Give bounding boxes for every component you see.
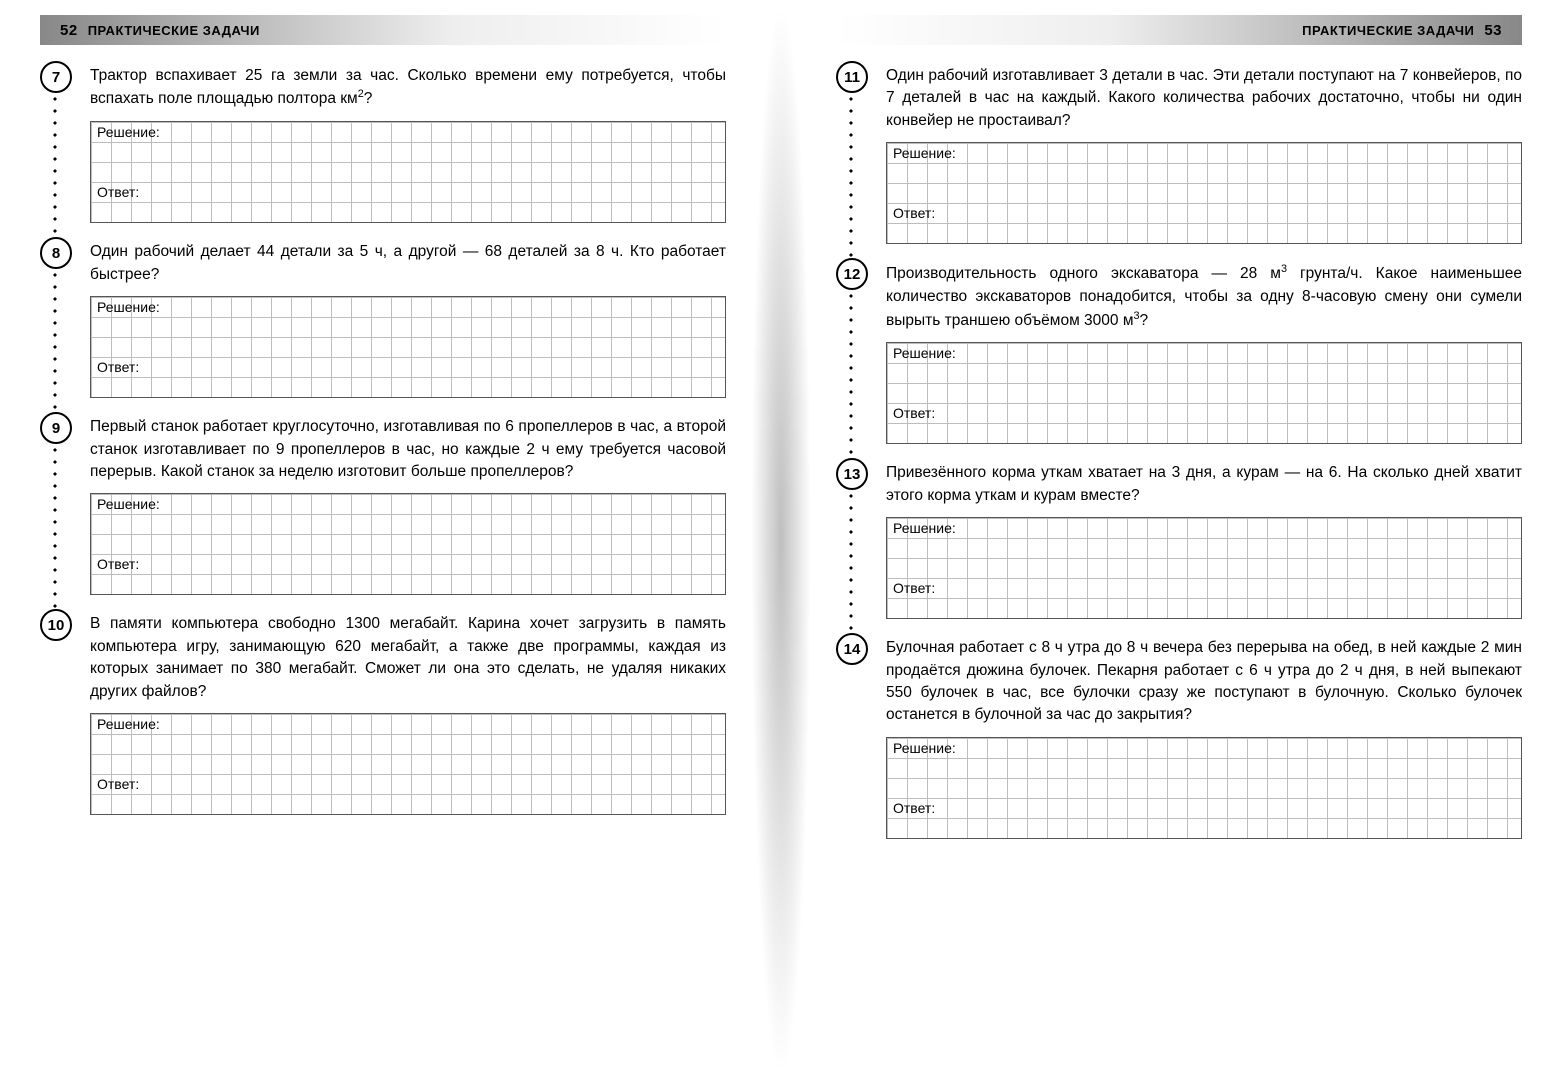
answer-grid[interactable]: Решение: Ответ: [90, 121, 726, 223]
grid-background [91, 494, 725, 594]
problem-text: Один рабочий делает 44 детали за 5 ч, а … [90, 241, 726, 286]
grid-background [887, 343, 1521, 443]
answer-label: Ответ: [893, 205, 935, 221]
answer-grid[interactable]: Решение: Ответ: [886, 737, 1522, 839]
header-right: ПРАКТИЧЕСКИЕ ЗАДАЧИ 53 [836, 15, 1522, 45]
answer-label: Ответ: [893, 580, 935, 596]
problems-right: 11Один рабочий изготавливает 3 детали в … [836, 65, 1522, 839]
problem-12: 12Производительность одного экскаватора … [836, 262, 1522, 444]
page-number-left: 52 [60, 22, 78, 39]
solution-label: Решение: [97, 716, 160, 732]
problem-text: Производительность одного экскаватора — … [886, 262, 1522, 332]
answer-grid[interactable]: Решение: Ответ: [90, 296, 726, 398]
problem-text: Привезённого корма уткам хватает на 3 дн… [886, 462, 1522, 507]
problem-text: Один рабочий изготавливает 3 детали в ча… [886, 65, 1522, 132]
problems-left: 7Трактор вспахивает 25 га земли за час. … [40, 65, 726, 815]
header-title-right: ПРАКТИЧЕСКИЕ ЗАДАЧИ [1302, 23, 1474, 38]
answer-grid[interactable]: Решение: Ответ: [90, 493, 726, 595]
solution-label: Решение: [97, 124, 160, 140]
problem-14: 14Булочная работает с 8 ч утра до 8 ч ве… [836, 637, 1522, 839]
dotted-connector [53, 269, 57, 416]
grid-background [91, 122, 725, 222]
answer-label: Ответ: [97, 184, 139, 200]
answer-label: Ответ: [97, 359, 139, 375]
answer-label: Ответ: [893, 800, 935, 816]
answer-label: Ответ: [97, 776, 139, 792]
answer-grid[interactable]: Решение: Ответ: [90, 713, 726, 815]
answer-grid[interactable]: Решение: Ответ: [886, 517, 1522, 619]
dotted-connector [53, 444, 57, 613]
problem-number-badge: 9 [40, 412, 72, 444]
dotted-connector [849, 290, 853, 462]
answer-grid[interactable]: Решение: Ответ: [886, 142, 1522, 244]
solution-label: Решение: [97, 496, 160, 512]
solution-label: Решение: [97, 299, 160, 315]
problem-8: 8Один рабочий делает 44 детали за 5 ч, а… [40, 241, 726, 398]
grid-background [91, 297, 725, 397]
solution-label: Решение: [893, 740, 956, 756]
problem-10: 10В памяти компьютера свободно 1300 мега… [40, 613, 726, 815]
problem-text: В памяти компьютера свободно 1300 мегаба… [90, 613, 726, 703]
problem-text: Булочная работает с 8 ч утра до 8 ч вече… [886, 637, 1522, 727]
answer-label: Ответ: [97, 556, 139, 572]
grid-background [887, 738, 1521, 838]
header-title-left: ПРАКТИЧЕСКИЕ ЗАДАЧИ [88, 23, 260, 38]
problem-number-badge: 14 [836, 633, 868, 665]
solution-label: Решение: [893, 520, 956, 536]
problem-number-badge: 11 [836, 61, 868, 93]
header-left: 52 ПРАКТИЧЕСКИЕ ЗАДАЧИ [40, 15, 726, 45]
solution-label: Решение: [893, 345, 956, 361]
problem-text: Трактор вспахивает 25 га земли за час. С… [90, 65, 726, 111]
grid-background [887, 143, 1521, 243]
page-left: 52 ПРАКТИЧЕСКИЕ ЗАДАЧИ 7Трактор вспахива… [0, 0, 781, 1080]
problem-number-badge: 12 [836, 258, 868, 290]
problem-9: 9Первый станок работает круглосуточно, и… [40, 416, 726, 595]
answer-grid[interactable]: Решение: Ответ: [886, 342, 1522, 444]
page-number-right: 53 [1484, 22, 1502, 39]
problem-13: 13Привезённого корма уткам хватает на 3 … [836, 462, 1522, 619]
dotted-connector [849, 490, 853, 637]
problem-text: Первый станок работает круглосуточно, из… [90, 416, 726, 483]
problem-number-badge: 8 [40, 237, 72, 269]
problem-number-badge: 10 [40, 609, 72, 641]
answer-label: Ответ: [893, 405, 935, 421]
problem-11: 11Один рабочий изготавливает 3 детали в … [836, 65, 1522, 244]
page-right: ПРАКТИЧЕСКИЕ ЗАДАЧИ 53 11Один рабочий из… [781, 0, 1562, 1080]
dotted-connector [849, 93, 853, 262]
problem-number-badge: 7 [40, 61, 72, 93]
problem-number-badge: 13 [836, 458, 868, 490]
solution-label: Решение: [893, 145, 956, 161]
problem-7: 7Трактор вспахивает 25 га земли за час. … [40, 65, 726, 223]
grid-background [887, 518, 1521, 618]
dotted-connector [53, 93, 57, 241]
grid-background [91, 714, 725, 814]
